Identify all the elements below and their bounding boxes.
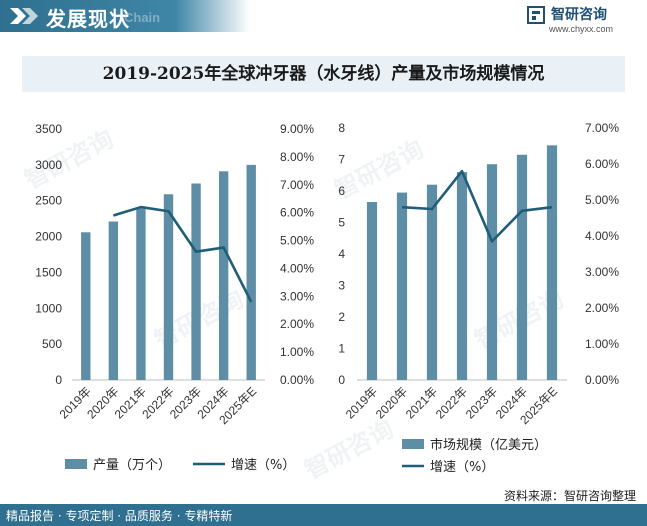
legend-line-label: 增速（%）: [231, 458, 295, 473]
bar: [486, 164, 498, 380]
bar: [246, 164, 256, 380]
bar: [456, 172, 468, 380]
y-right-tick-label: 3.00%: [585, 265, 619, 279]
y-right-tick-label: 2.00%: [280, 317, 314, 331]
bar: [396, 192, 408, 380]
y-left-tick-label: 4: [338, 247, 345, 261]
y-right-tick-label: 6.00%: [585, 157, 619, 171]
y-right-tick-label: 8.00%: [280, 150, 314, 164]
y-left-tick-label: 500: [42, 337, 62, 351]
x-tick-label: 2021年: [403, 384, 440, 421]
x-tick-label: 2023年: [463, 384, 500, 421]
bar: [516, 154, 528, 380]
y-left-tick-label: 2000: [35, 230, 62, 244]
growth-line: [112, 205, 253, 303]
footer-bar: 精品报告 · 专项定制 · 品质服务 · 专精特新: [0, 504, 647, 526]
page-header: 发展现状 Chain 智研咨询 www.chyxx.com: [0, 0, 647, 36]
market-size-chart: 0 1 2 3 4 5 6 7 8 0.00% 1.00% 2.00% 3.00% 4.00% 5.00% 6…: [338, 121, 619, 475]
y-left-tick-label: 1: [338, 342, 345, 356]
y-right-tick-label: 0.00%: [585, 373, 619, 387]
y-left-tick-label: 2: [338, 310, 345, 324]
bar: [426, 184, 438, 380]
footer-slogan: 精品报告 · 专项定制 · 品质服务 · 专精特新: [6, 509, 233, 523]
y-right-tick-label: 6.00%: [280, 206, 314, 220]
y-right-tick-label: 5.00%: [585, 193, 619, 207]
brand-name: 智研咨询: [551, 7, 607, 23]
y-left-tick-label: 0: [55, 373, 62, 387]
header-title: 发展现状: [46, 7, 130, 31]
legend-bar-swatch: [65, 459, 87, 469]
brand-url: www.chyxx.com: [549, 24, 614, 34]
y-left-tick-label: 7: [338, 153, 345, 167]
bar: [136, 208, 146, 380]
x-tick-label: 2022年: [433, 384, 470, 421]
y-right-tick-label: 4.00%: [585, 229, 619, 243]
y-right-tick-label: 2.00%: [585, 301, 619, 315]
y-left-tick-label: 1000: [35, 301, 62, 315]
legend-bar-swatch: [402, 439, 424, 449]
y-left-tick-label: 5: [338, 216, 345, 230]
y-right-tick-label: 1.00%: [280, 345, 314, 359]
chart-title-band: 2019-2025年全球冲牙器（水牙线）产量及市场规模情况: [22, 56, 625, 92]
bar: [218, 171, 229, 380]
brand-logo-icon: [527, 6, 545, 24]
legend-line-label: 增速（%）: [430, 460, 494, 475]
y-left-tick-label: 3: [338, 279, 345, 293]
y-right-tick-label: 7.00%: [280, 178, 314, 192]
chevron-right-icon: [10, 8, 38, 24]
y-left-tick-label: 6: [338, 184, 345, 198]
bar: [108, 221, 119, 380]
y-right-tick-label: 9.00%: [280, 122, 314, 136]
y-right-tick-label: 1.00%: [585, 337, 619, 351]
header-subtitle: Chain: [124, 10, 161, 25]
x-tick-label: 2020年: [373, 384, 410, 421]
y-right-tick-label: 0.00%: [280, 373, 314, 387]
y-left-tick-label: 3500: [35, 122, 62, 136]
y-left-tick-label: 2500: [35, 194, 62, 208]
production-chart: 0 500 1000 1500 2000 2500 3000 3500 0.00% 1.00% 2.…: [35, 122, 314, 473]
bar: [546, 145, 558, 380]
y-left-tick-label: 8: [338, 121, 345, 135]
y-left-tick-label: 1500: [35, 265, 62, 279]
y-left-tick-label: 3000: [35, 158, 62, 172]
x-tick-label: 2019年: [343, 384, 380, 421]
growth-line: [401, 169, 553, 243]
chart-title: 2019-2025年全球冲牙器（水牙线）产量及市场规模情况: [102, 64, 545, 84]
bar: [81, 232, 91, 380]
bar: [163, 194, 174, 380]
legend-bar-label: 产量（万个）: [93, 458, 171, 473]
y-left-tick-label: 0: [338, 373, 345, 387]
header-bar: [0, 0, 250, 32]
legend-bar-label: 市场规模（亿美元）: [430, 437, 547, 453]
y-right-tick-label: 7.00%: [585, 121, 619, 135]
bar: [366, 202, 378, 380]
y-right-tick-label: 4.00%: [280, 261, 314, 275]
source-note: 资料来源：智研咨询整理: [504, 489, 637, 503]
bar: [191, 183, 201, 380]
y-right-tick-label: 3.00%: [280, 289, 314, 303]
y-right-tick-label: 5.00%: [280, 234, 314, 248]
